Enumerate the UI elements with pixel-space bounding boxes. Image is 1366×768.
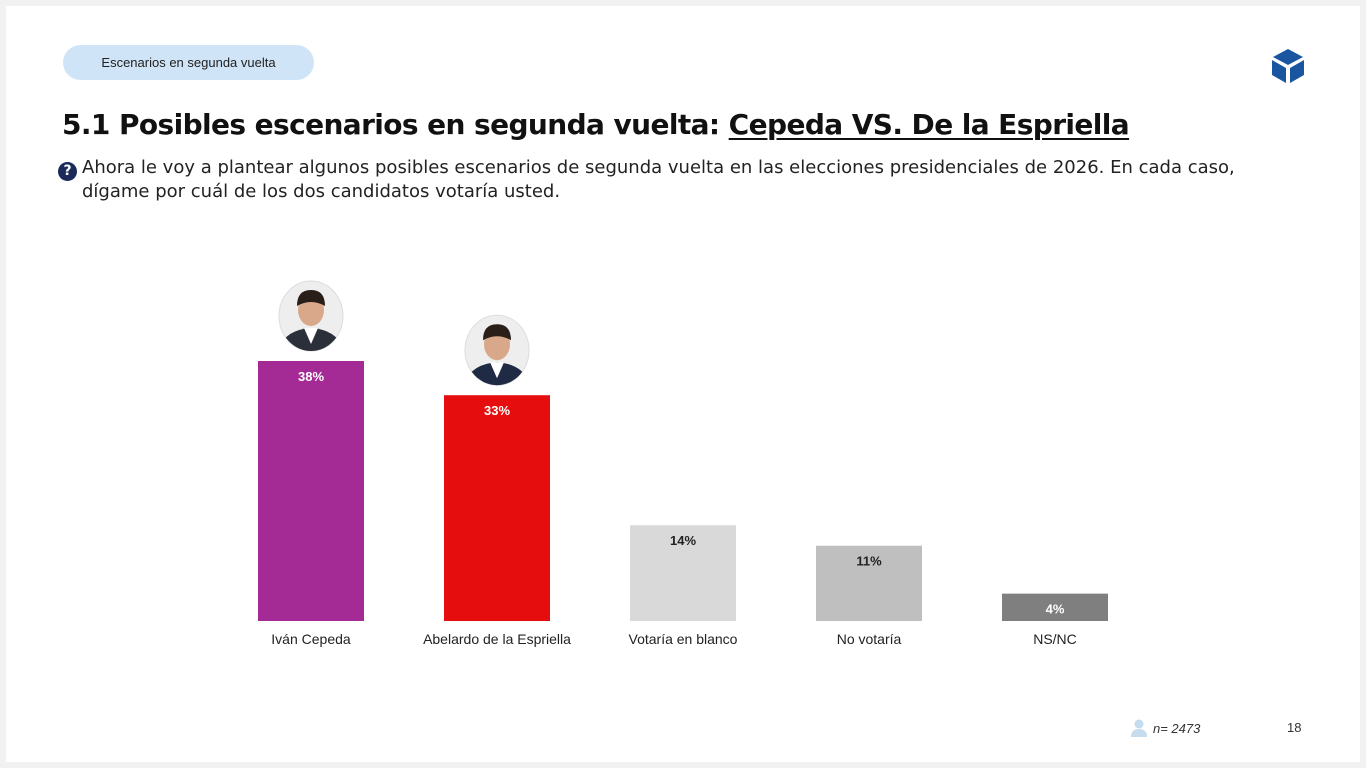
sample-size-text: n= 2473 — [1153, 720, 1201, 736]
section-pill: Escenarios en segunda vuelta — [63, 45, 314, 80]
bar-1 — [444, 395, 550, 621]
category-label: Abelardo de la Espriella — [423, 631, 571, 647]
data-label: 33% — [484, 403, 510, 418]
sample-size: n= 2473 — [1130, 719, 1200, 737]
candidate-photo — [278, 280, 344, 352]
survey-question: ? Ahora le voy a plantear algunos posibl… — [58, 156, 1268, 202]
category-label: NS/NC — [1033, 631, 1077, 647]
bar-3 — [816, 545, 922, 621]
page-number: 18 — [1287, 720, 1302, 735]
page-title: 5.1 Posibles escenarios en segunda vuelt… — [62, 108, 1130, 141]
title-prefix: 5.1 Posibles escenarios en segunda vuelt… — [62, 108, 729, 141]
slide — [6, 6, 1360, 762]
section-pill-label: Escenarios en segunda vuelta — [101, 55, 276, 70]
person-icon — [1131, 719, 1147, 737]
data-label: 38% — [298, 369, 324, 384]
question-circle-icon: ? — [58, 161, 77, 181]
cube-logo-icon — [1272, 49, 1304, 83]
data-label: 4% — [1046, 602, 1065, 617]
data-label: 11% — [856, 554, 882, 569]
data-label: 14% — [670, 533, 696, 548]
candidate-photo — [464, 314, 530, 386]
bar-4 — [1002, 593, 1108, 621]
category-label: Iván Cepeda — [271, 631, 351, 647]
title-highlight: Cepeda VS. De la Espriella — [728, 108, 1130, 141]
question-text: Ahora le voy a plantear algunos posibles… — [82, 157, 1235, 202]
category-label: Votaría en blanco — [629, 631, 738, 647]
bar-2 — [630, 525, 736, 621]
bar-0 — [258, 361, 364, 621]
category-label: No votaría — [837, 631, 902, 647]
